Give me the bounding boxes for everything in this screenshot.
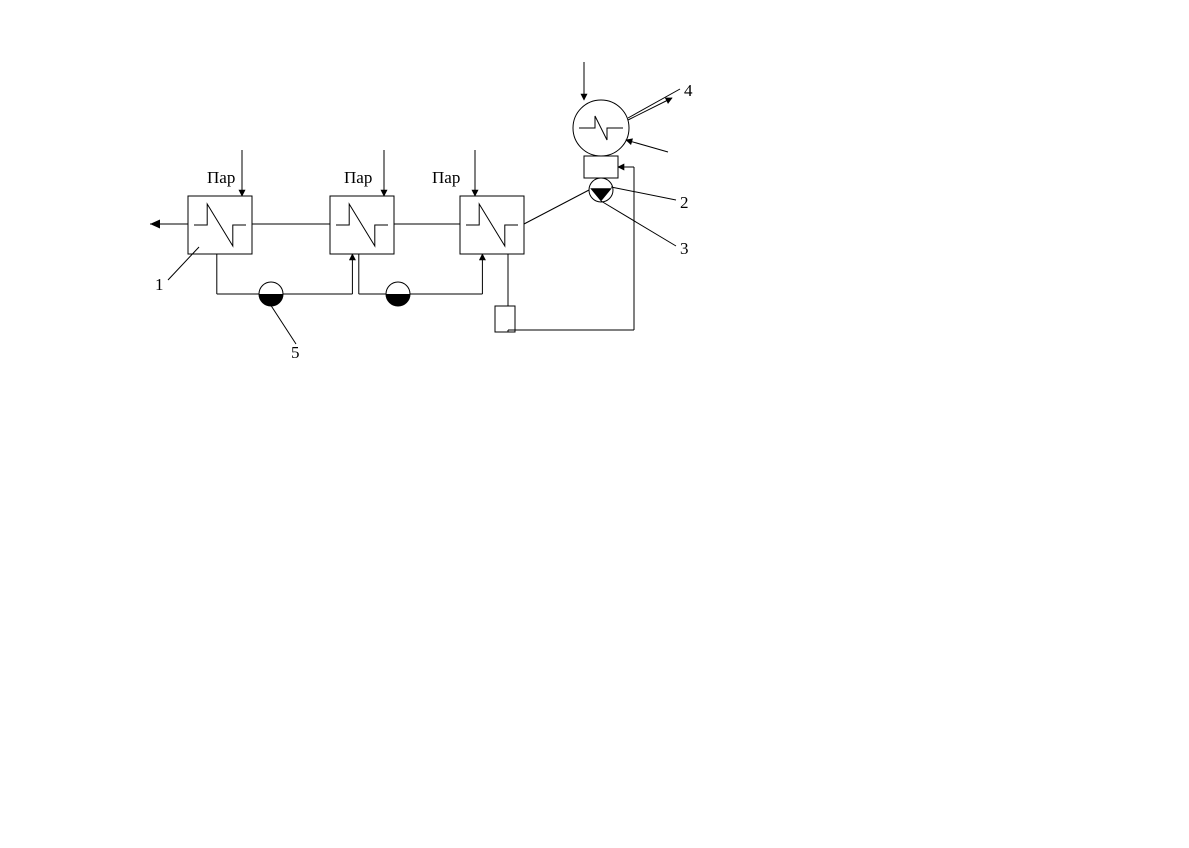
callout-3: 3 bbox=[680, 239, 689, 258]
callout-1: 1 bbox=[155, 275, 164, 294]
steam-label-1: Пар bbox=[207, 168, 235, 187]
condensate-pump-2 bbox=[386, 282, 410, 306]
steam-label-3: Пар bbox=[432, 168, 460, 187]
heater-2 bbox=[330, 196, 394, 254]
deaerator bbox=[573, 100, 629, 156]
condensate-pump-1 bbox=[259, 282, 283, 306]
callout-2: 2 bbox=[680, 193, 689, 212]
callout-5: 5 bbox=[291, 343, 300, 362]
heater-1 bbox=[188, 196, 252, 254]
heater-3 bbox=[460, 196, 524, 254]
process-diagram: Пар Пар Пар 1 2 3 4 5 bbox=[0, 0, 1189, 848]
callout-4: 4 bbox=[684, 81, 693, 100]
steam-label-2: Пар bbox=[344, 168, 372, 187]
